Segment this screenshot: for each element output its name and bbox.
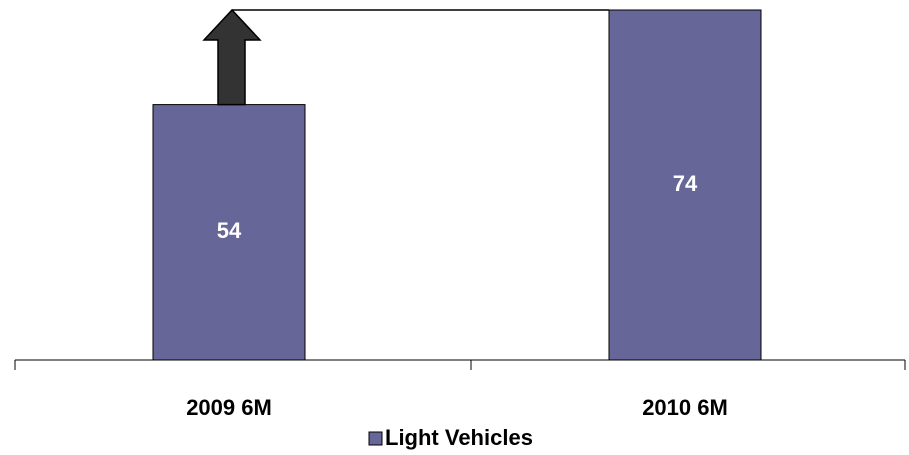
growth-arrow [202,8,262,106]
x-tick-label: 2009 6M [186,395,272,420]
bar [608,9,762,361]
legend-label: Light Vehicles [385,425,533,450]
legend-swatch [368,431,383,446]
x-tick-label: 2010 6M [642,395,728,420]
data-label: 74 [673,171,698,196]
bar [152,104,306,361]
data-label: 54 [217,218,242,243]
